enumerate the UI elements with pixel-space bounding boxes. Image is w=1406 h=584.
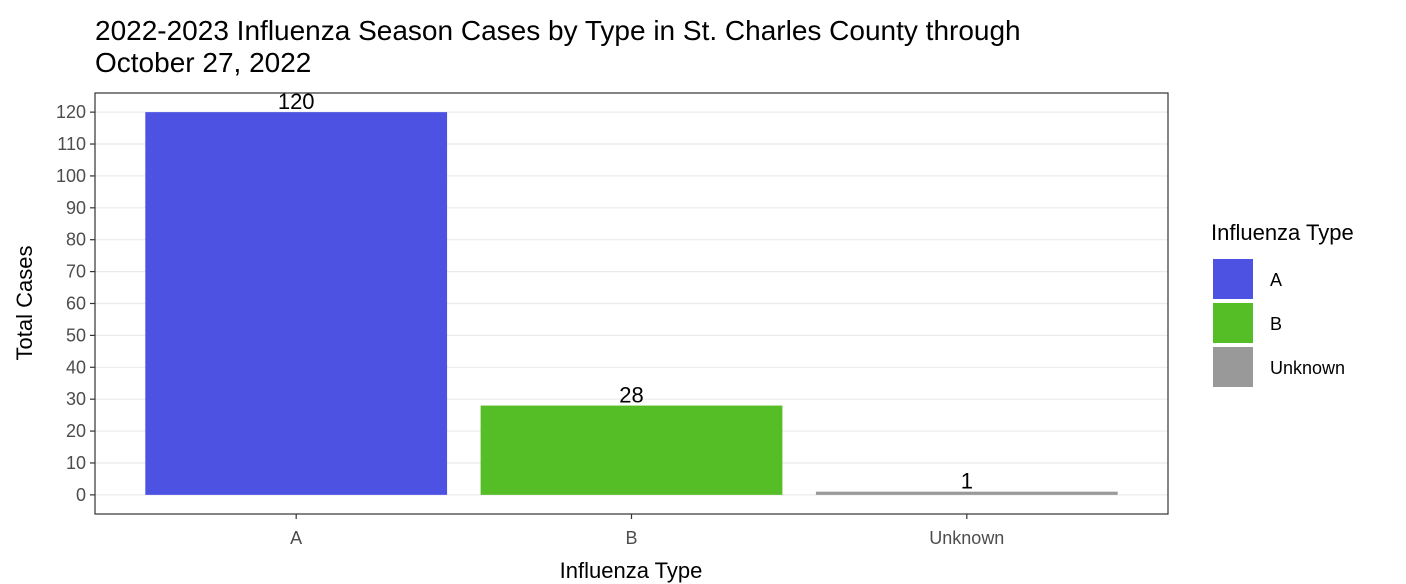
chart-title-line2: October 27, 2022 [95, 47, 311, 78]
x-tick-label: B [625, 528, 637, 548]
bar [145, 112, 448, 495]
legend-key [1213, 347, 1253, 387]
y-tick-label: 50 [66, 325, 86, 345]
y-tick-label: 90 [66, 198, 86, 218]
legend-title: Influenza Type [1211, 220, 1354, 245]
chart-title-line1: 2022-2023 Influenza Season Cases by Type… [95, 15, 1021, 46]
y-tick-label: 40 [66, 357, 86, 377]
bar [480, 405, 783, 495]
y-tick-label: 110 [57, 134, 86, 154]
y-tick-label: 120 [56, 102, 86, 122]
legend-label: B [1270, 314, 1282, 334]
panel-border [94, 92, 1169, 515]
y-tick-label: 30 [66, 389, 86, 409]
y-tick-label: 10 [66, 453, 86, 473]
y-tick-label: 100 [56, 166, 86, 186]
data-label: 28 [619, 383, 643, 408]
y-axis-title: Total Cases [12, 246, 37, 361]
y-tick-label: 70 [66, 262, 86, 282]
y-tick-label: 20 [66, 421, 86, 441]
bar [815, 491, 1118, 495]
legend-key [1213, 259, 1253, 299]
legend-key [1213, 303, 1253, 343]
y-tick-label: 0 [76, 485, 86, 505]
x-axis-title: Influenza Type [560, 558, 703, 583]
x-tick-label: A [290, 528, 302, 548]
x-tick-label: Unknown [929, 528, 1004, 548]
y-tick-label: 80 [66, 230, 86, 250]
legend-label: A [1270, 270, 1282, 290]
legend-label: Unknown [1270, 358, 1345, 378]
y-tick-label: 60 [66, 294, 86, 314]
data-label: 1 [961, 469, 973, 494]
